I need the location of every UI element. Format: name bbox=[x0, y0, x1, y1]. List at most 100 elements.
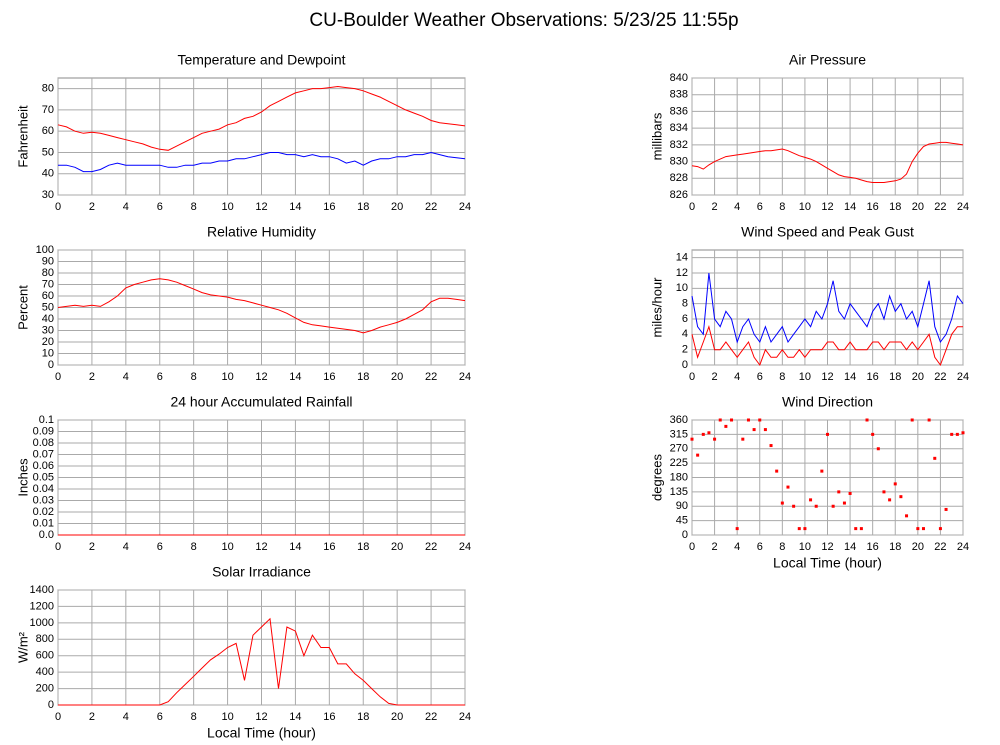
x-tick-label: 12 bbox=[821, 541, 833, 553]
x-tick-label: 4 bbox=[734, 371, 740, 383]
data-point bbox=[831, 504, 835, 508]
y-tick-label: 225 bbox=[670, 457, 688, 469]
y-tick-label: 10 bbox=[676, 282, 688, 294]
x-tick-label: 4 bbox=[123, 711, 129, 723]
y-tick-label: 12 bbox=[676, 267, 688, 279]
x-tick-label: 14 bbox=[844, 201, 856, 213]
x-tick-label: 0 bbox=[55, 711, 61, 723]
data-point bbox=[899, 495, 903, 499]
x-tick-label: 16 bbox=[867, 541, 879, 553]
y-axis-label: Fahrenheit bbox=[15, 105, 30, 168]
y-tick-label: 840 bbox=[670, 72, 688, 84]
x-tick-label: 2 bbox=[89, 371, 95, 383]
y-tick-label: 826 bbox=[670, 189, 688, 201]
data-point bbox=[696, 453, 700, 457]
x-tick-label: 18 bbox=[357, 541, 369, 553]
x-tick-label: 0 bbox=[55, 371, 61, 383]
y-tick-label: 45 bbox=[676, 515, 688, 527]
data-point bbox=[955, 432, 959, 436]
chart-title: Wind Direction bbox=[782, 394, 873, 410]
y-tick-label: 80 bbox=[42, 267, 54, 279]
y-tick-label: 200 bbox=[36, 682, 54, 694]
y-tick-label: 0.09 bbox=[33, 425, 54, 437]
data-line bbox=[691, 141, 964, 183]
data-point bbox=[938, 527, 942, 531]
chart-title: 24 hour Accumulated Rainfall bbox=[170, 394, 352, 410]
data-point bbox=[854, 527, 858, 531]
data-point bbox=[735, 527, 739, 531]
data-line bbox=[691, 272, 964, 344]
data-point bbox=[690, 437, 694, 441]
x-tick-label: 24 bbox=[957, 201, 969, 213]
data-point bbox=[786, 485, 790, 489]
y-tick-label: 838 bbox=[670, 89, 688, 101]
y-tick-label: 270 bbox=[670, 443, 688, 455]
chart-title: Air Pressure bbox=[789, 52, 866, 68]
y-axis-label: millibars bbox=[649, 112, 664, 160]
x-tick-label: 24 bbox=[459, 541, 471, 553]
x-tick-label: 6 bbox=[157, 371, 163, 383]
x-tick-label: 2 bbox=[712, 201, 718, 213]
data-point bbox=[842, 501, 846, 505]
data-point bbox=[837, 490, 841, 494]
y-tick-label: 1000 bbox=[30, 617, 54, 629]
x-tick-label: 6 bbox=[157, 711, 163, 723]
y-tick-label: 0.07 bbox=[33, 448, 54, 460]
x-tick-label: 20 bbox=[391, 201, 403, 213]
x-axis-label: Local Time (hour) bbox=[773, 555, 882, 571]
x-tick-label: 22 bbox=[934, 371, 946, 383]
data-point bbox=[775, 469, 779, 473]
x-tick-label: 8 bbox=[779, 201, 785, 213]
y-tick-label: 0 bbox=[682, 529, 688, 541]
data-point bbox=[746, 418, 750, 422]
y-tick-label: 0 bbox=[48, 359, 54, 371]
x-tick-label: 4 bbox=[123, 201, 129, 213]
x-tick-label: 8 bbox=[779, 541, 785, 553]
y-tick-label: 0 bbox=[682, 359, 688, 371]
x-tick-label: 10 bbox=[221, 201, 233, 213]
x-tick-label: 10 bbox=[221, 371, 233, 383]
x-tick-label: 16 bbox=[323, 371, 335, 383]
x-tick-label: 22 bbox=[425, 711, 437, 723]
data-point bbox=[950, 432, 954, 436]
data-point bbox=[927, 418, 931, 422]
data-point bbox=[741, 437, 745, 441]
chart-title: Relative Humidity bbox=[207, 224, 316, 240]
y-tick-label: 80 bbox=[42, 83, 54, 95]
x-tick-label: 14 bbox=[289, 371, 301, 383]
x-tick-label: 16 bbox=[867, 201, 879, 213]
x-tick-label: 2 bbox=[89, 541, 95, 553]
x-tick-label: 0 bbox=[55, 541, 61, 553]
data-point bbox=[814, 504, 818, 508]
x-tick-label: 16 bbox=[867, 371, 879, 383]
y-tick-label: 50 bbox=[42, 146, 54, 158]
x-tick-label: 20 bbox=[391, 371, 403, 383]
y-tick-label: 0.02 bbox=[33, 506, 54, 518]
x-tick-label: 0 bbox=[55, 201, 61, 213]
x-tick-label: 16 bbox=[323, 201, 335, 213]
y-tick-label: 10 bbox=[42, 347, 54, 359]
data-line bbox=[58, 151, 466, 173]
x-tick-label: 18 bbox=[889, 201, 901, 213]
x-tick-label: 2 bbox=[712, 371, 718, 383]
y-tick-label: 1400 bbox=[30, 584, 54, 596]
data-point bbox=[758, 418, 762, 422]
x-tick-label: 12 bbox=[255, 201, 267, 213]
data-point bbox=[910, 418, 914, 422]
y-tick-label: 836 bbox=[670, 105, 688, 117]
data-point bbox=[707, 431, 711, 435]
x-tick-label: 14 bbox=[289, 201, 301, 213]
y-tick-label: 50 bbox=[42, 301, 54, 313]
y-axis-label: degrees bbox=[649, 454, 664, 501]
data-point bbox=[792, 504, 796, 508]
data-point bbox=[809, 498, 813, 502]
data-point bbox=[752, 428, 756, 432]
y-tick-label: 4 bbox=[682, 328, 688, 340]
data-line bbox=[58, 617, 465, 706]
y-tick-label: 0.05 bbox=[33, 471, 54, 483]
data-point bbox=[718, 418, 722, 422]
x-tick-label: 16 bbox=[323, 711, 335, 723]
y-tick-label: 2 bbox=[682, 344, 688, 356]
